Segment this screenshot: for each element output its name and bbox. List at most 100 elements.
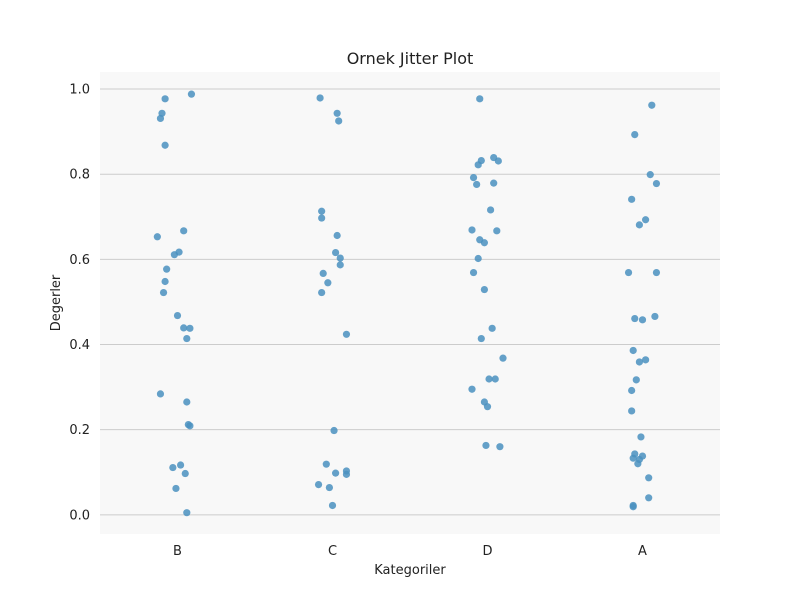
- data-point: [159, 288, 168, 297]
- data-point: [324, 279, 332, 287]
- data-point: [180, 324, 188, 332]
- data-point: [628, 407, 636, 415]
- data-point: [499, 354, 507, 362]
- data-point: [180, 227, 188, 235]
- data-point: [646, 171, 654, 179]
- x-tick-label: C: [328, 544, 337, 559]
- data-point: [186, 422, 194, 430]
- data-point: [652, 179, 661, 188]
- data-point: [181, 469, 189, 478]
- data-point: [332, 248, 340, 257]
- data-point: [480, 239, 488, 247]
- plot-area: [100, 72, 720, 534]
- data-point: [156, 114, 165, 123]
- data-point: [480, 285, 488, 294]
- data-point: [634, 460, 642, 468]
- data-point: [325, 483, 333, 492]
- data-point: [161, 95, 169, 103]
- data-point: [335, 117, 343, 125]
- data-point: [187, 90, 196, 98]
- y-tick-label: 1.0: [69, 83, 90, 98]
- data-point: [631, 314, 639, 323]
- y-axis-label: Degerler: [49, 274, 64, 331]
- data-point: [319, 269, 327, 278]
- data-point: [336, 254, 344, 262]
- data-point: [642, 216, 650, 224]
- data-point: [488, 324, 496, 332]
- data-point: [342, 330, 351, 338]
- data-point: [153, 233, 161, 241]
- data-point: [642, 356, 650, 364]
- data-point: [648, 101, 656, 109]
- grid-lines: [100, 88, 720, 516]
- data-point: [183, 334, 191, 343]
- data-point: [183, 398, 191, 406]
- data-point: [332, 469, 340, 477]
- data-point: [328, 501, 337, 510]
- data-point: [651, 312, 659, 321]
- y-tick-label: 0.6: [69, 253, 90, 268]
- data-point: [161, 277, 169, 286]
- data-point: [318, 207, 326, 215]
- data-point: [474, 254, 482, 263]
- data-point: [468, 385, 476, 393]
- data-point: [487, 206, 495, 214]
- data-point: [483, 403, 492, 411]
- data-point: [629, 346, 637, 355]
- data-point: [173, 311, 182, 320]
- data-point: [469, 174, 478, 182]
- x-tick-label: D: [482, 544, 492, 559]
- data-point: [172, 484, 180, 493]
- data-point: [330, 426, 338, 435]
- data-point: [469, 268, 478, 277]
- data-point: [637, 433, 645, 441]
- y-axis-ticks: 0.0 0.2 0.4 0.6 0.8 1.0: [69, 83, 90, 524]
- data-point: [163, 265, 171, 273]
- chart-title: Ornek Jitter Plot: [347, 49, 474, 68]
- data-point: [624, 268, 633, 277]
- data-point: [491, 375, 499, 383]
- data-point: [169, 463, 177, 472]
- data-point: [494, 157, 502, 165]
- y-tick-label: 0.0: [69, 508, 90, 523]
- data-point: [318, 288, 326, 297]
- data-point: [156, 390, 165, 398]
- data-point: [177, 461, 185, 469]
- data-point: [318, 214, 326, 222]
- data-point: [333, 109, 341, 117]
- x-axis-label: Kategoriler: [374, 563, 446, 578]
- y-tick-label: 0.8: [69, 168, 90, 183]
- data-point: [322, 460, 330, 468]
- data-point: [628, 195, 636, 203]
- data-point: [183, 509, 191, 517]
- data-point: [186, 324, 194, 332]
- data-point: [645, 494, 653, 502]
- data-point: [316, 94, 324, 102]
- data-point: [474, 161, 482, 169]
- data-point: [336, 261, 344, 269]
- data-point: [496, 443, 504, 451]
- y-tick-label: 0.2: [69, 423, 90, 438]
- data-point: [638, 316, 647, 324]
- data-point: [632, 376, 640, 384]
- x-tick-label: B: [173, 544, 182, 559]
- data-point: [473, 180, 481, 189]
- data-point: [161, 141, 169, 149]
- data-point: [482, 441, 490, 450]
- data-point: [468, 226, 476, 234]
- data-points: [153, 90, 661, 517]
- data-point: [629, 503, 637, 511]
- data-point: [645, 474, 653, 482]
- data-point: [635, 358, 644, 366]
- data-point: [476, 95, 484, 103]
- y-tick-label: 0.4: [69, 338, 90, 353]
- data-point: [170, 251, 178, 259]
- data-point: [629, 454, 637, 462]
- data-point: [493, 227, 501, 235]
- data-point: [631, 130, 639, 139]
- data-point: [477, 334, 485, 343]
- data-point: [314, 481, 323, 489]
- data-point: [342, 470, 351, 478]
